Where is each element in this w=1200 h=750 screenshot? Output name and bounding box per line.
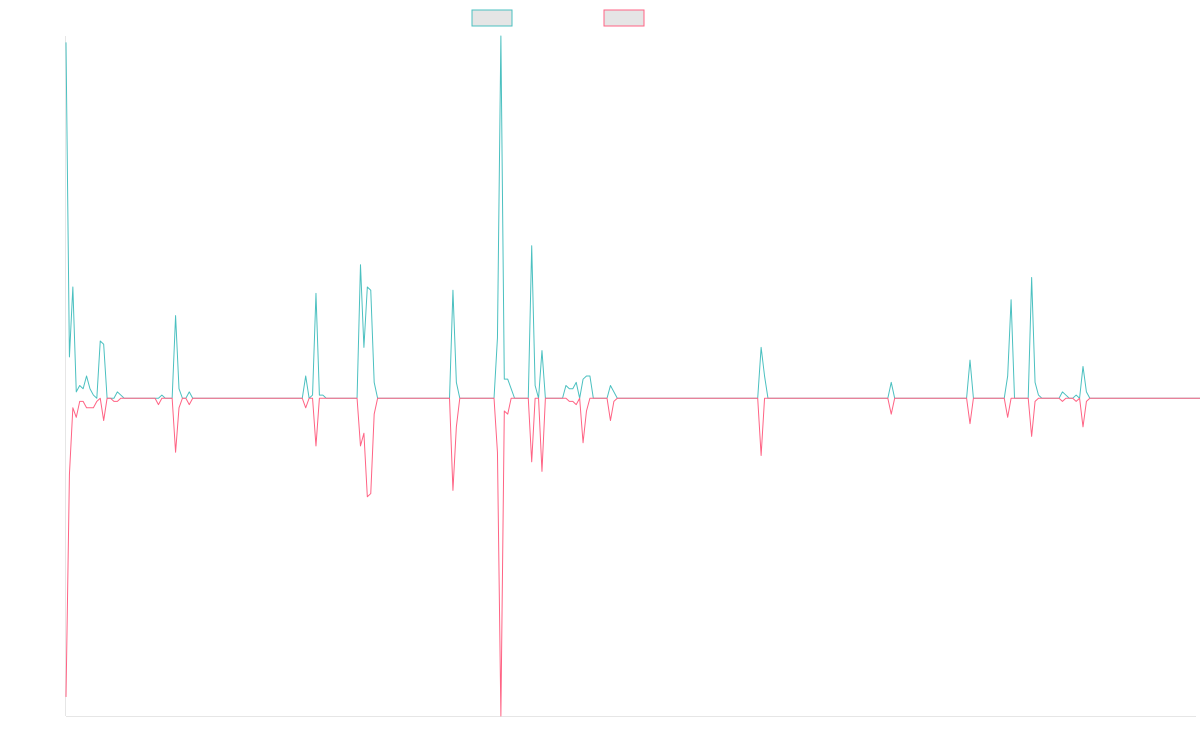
series-line-1 (65, 35, 1200, 399)
series-layer (65, 35, 1200, 717)
legend-swatch-1[interactable] (471, 9, 513, 27)
legend-swatch-2[interactable] (603, 9, 645, 27)
axes (65, 36, 1196, 717)
series-line-2 (65, 397, 1200, 717)
legend (471, 9, 645, 27)
series-1 (65, 35, 1200, 399)
legend-item-2[interactable] (603, 9, 645, 27)
legend-item-1[interactable] (471, 9, 513, 27)
series-2 (65, 397, 1200, 717)
